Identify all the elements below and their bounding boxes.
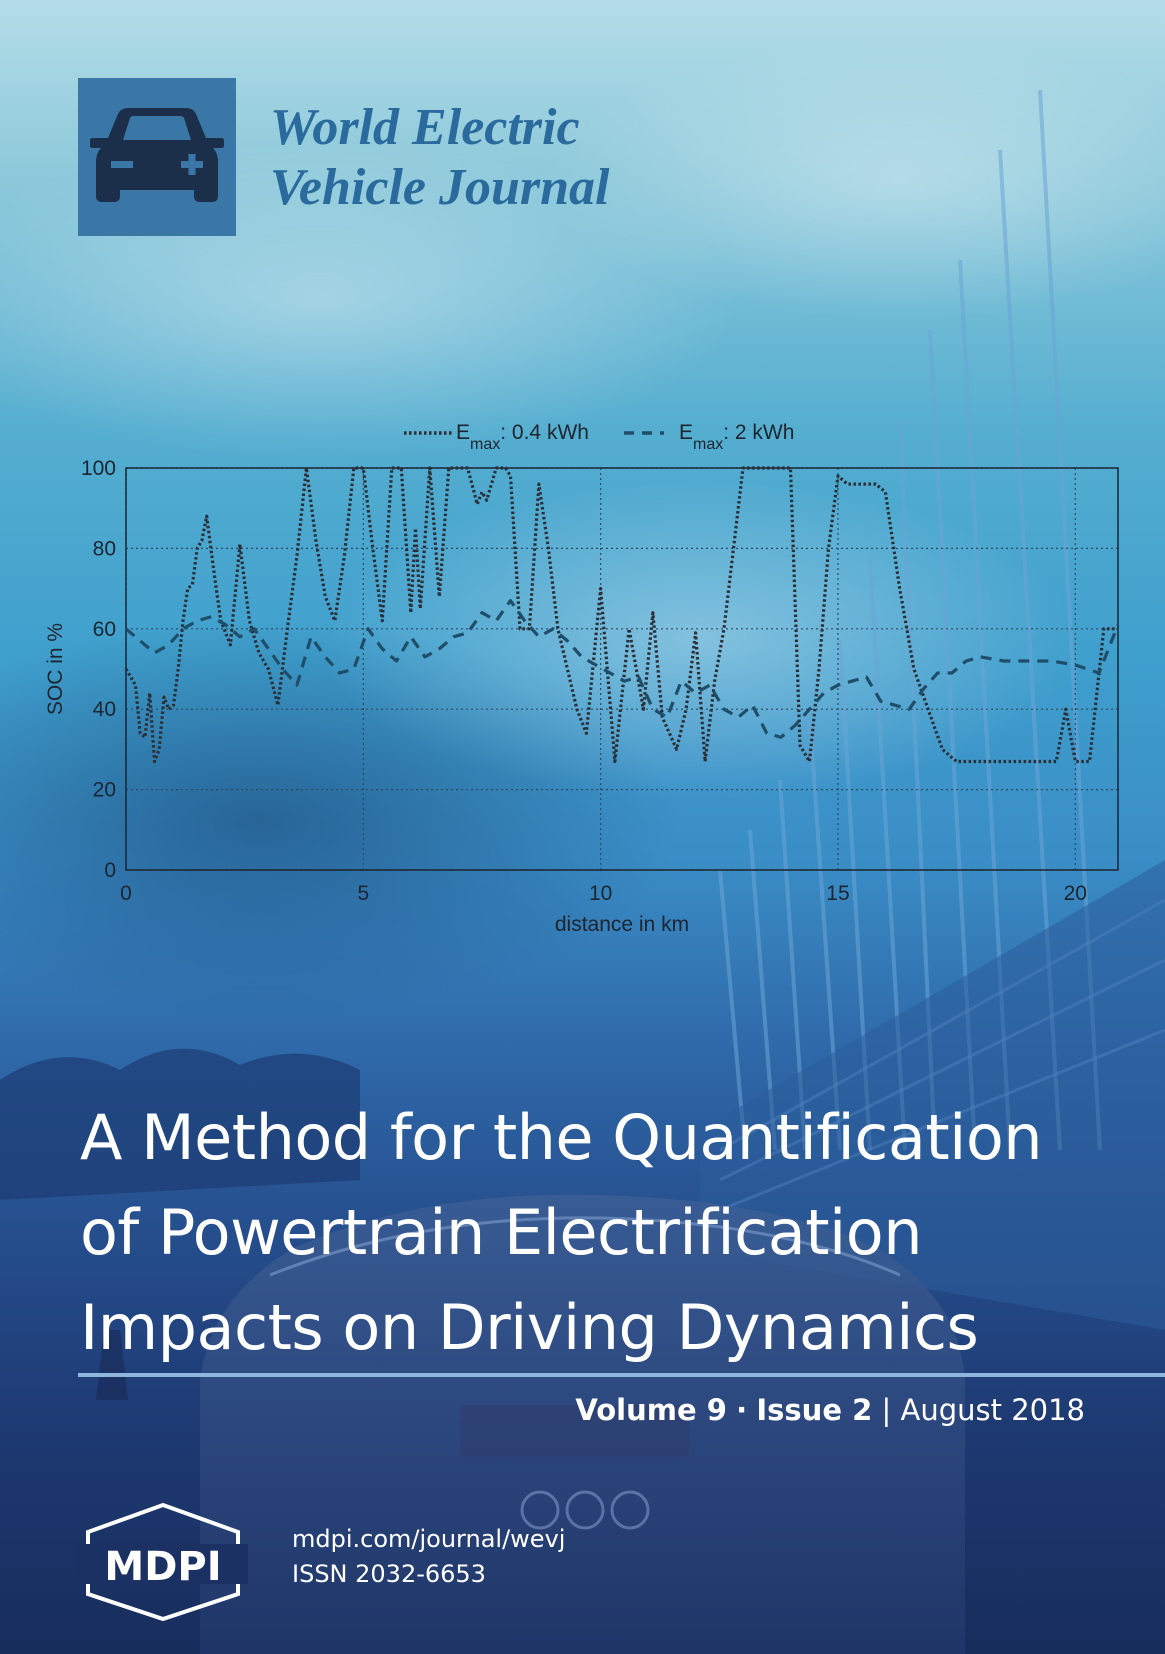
electric-car-icon: [90, 108, 224, 202]
article-title-line-2: of Powertrain Electrification: [80, 1196, 923, 1269]
chart-y-axis-label: SOC in %: [44, 623, 67, 715]
volume-label: Volume 9: [575, 1393, 727, 1427]
issue-separator: ·: [736, 1393, 748, 1427]
x-tick-label: 15: [826, 882, 849, 905]
mdpi-logo-text: MDPI: [104, 1544, 221, 1590]
journal-issn: ISSN 2032-6653: [292, 1560, 486, 1588]
x-tick-label: 10: [589, 882, 612, 905]
x-tick-label: 5: [357, 882, 369, 905]
series-line-1: [124, 466, 1118, 764]
legend-label-series-1: Emax: 0.4 kWh: [456, 421, 589, 453]
plot-frame: [125, 467, 1119, 871]
chart-tick-labels: 0 5 10 15 20 0 20 40 60 80 100: [81, 457, 1087, 905]
soc-chart: Emax: 0.4 kWh Emax: 2 kWh 0 5 10 15 20 0 20 40 6…: [44, 421, 1120, 936]
article-title-line-1: A Method for the Quantification: [80, 1101, 1043, 1174]
x-tick-label: 0: [120, 882, 132, 905]
y-tick-label: 40: [93, 698, 116, 721]
article-title: A Method for the Quantification of Power…: [80, 1090, 1140, 1375]
journal-url[interactable]: mdpi.com/journal/wevj: [292, 1525, 566, 1553]
journal-title: World Electric Vehicle Journal: [270, 98, 610, 218]
y-tick-label: 100: [81, 457, 116, 480]
issue-label: Issue 2: [756, 1393, 873, 1427]
legend-label-series-2: Emax: 2 kWh: [679, 421, 794, 453]
journal-logo: [78, 78, 236, 236]
journal-title-line-2: Vehicle Journal: [270, 159, 610, 216]
y-tick-label: 20: [93, 779, 116, 802]
mdpi-logo: MDPI: [78, 1502, 248, 1622]
article-title-line-3: Impacts on Driving Dynamics: [80, 1291, 979, 1364]
chart-x-axis-label: distance in km: [555, 913, 689, 936]
chart-axes: [125, 467, 1119, 871]
journal-title-line-1: World Electric: [270, 99, 580, 156]
title-divider: [78, 1373, 1165, 1377]
y-tick-label: 60: [93, 618, 116, 641]
y-tick-label: 0: [104, 859, 116, 882]
series-line-2: [124, 599, 1120, 739]
y-tick-label: 80: [93, 537, 116, 560]
issue-bar: |: [881, 1393, 892, 1427]
x-tick-label: 20: [1064, 882, 1087, 905]
issue-info: Volume 9 · Issue 2 | August 2018: [575, 1393, 1085, 1427]
chart-legend: Emax: 0.4 kWh Emax: 2 kWh: [404, 421, 794, 453]
issue-date: August 2018: [900, 1393, 1085, 1427]
chart-grid: [125, 467, 1118, 871]
chart-series: [124, 466, 1120, 764]
